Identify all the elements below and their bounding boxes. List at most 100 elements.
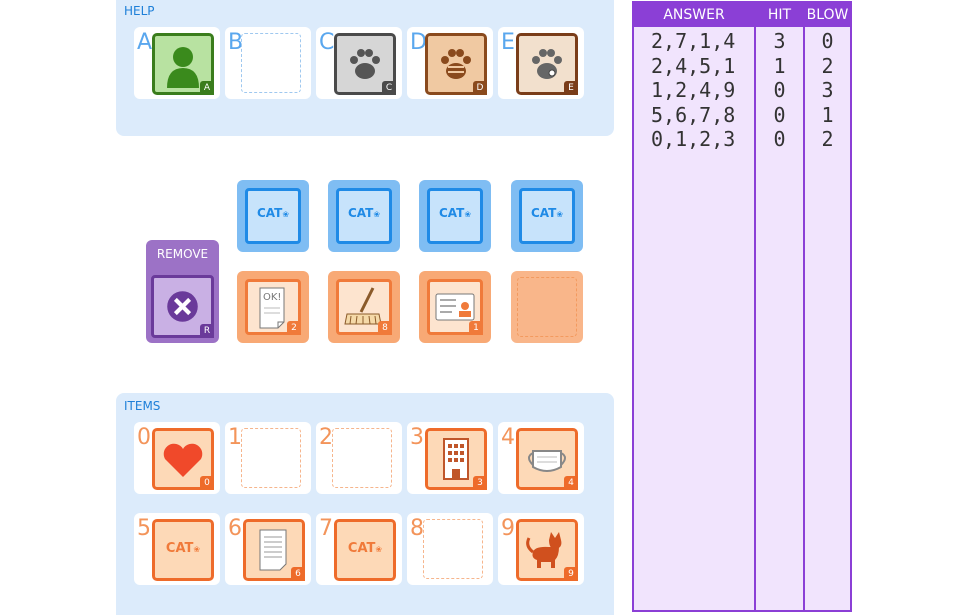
items-title: ITEMS [124,399,161,413]
item-slot-number: 4 [501,425,515,450]
item-card-badge: 3 [473,476,487,490]
hit-cell: 0 [773,102,786,127]
hit-cell: 1 [773,53,786,78]
hit-header: HIT [756,3,803,27]
empty-slot [332,428,392,488]
cat-label: CAT❀ [165,541,201,556]
help-slot-d[interactable]: D D [407,27,493,99]
cat-label: CAT❀ [347,541,383,556]
item-slot-number: 9 [501,516,515,541]
board-card-badge: 8 [378,321,392,335]
hit-cell: 0 [773,127,786,151]
id-card-icon [435,293,475,321]
item-slot-4[interactable]: 4 4 [498,422,584,494]
remove-badge: R [200,324,214,338]
answer-table: ANSWER HIT BLOW 2,7,1,4 2,4,5,1 1,2,4,9 … [632,1,852,612]
board-card-badge: 2 [287,321,301,335]
item-slot-number: 0 [137,425,151,450]
paw-print-icon [441,49,471,79]
help-card-c[interactable]: C [334,33,396,95]
help-slot-e[interactable]: E E [498,27,584,99]
item-slot-0[interactable]: 0 0 [134,422,220,494]
help-card-badge: D [473,81,487,95]
empty-slot [241,428,301,488]
answer-cell: 0,1,2,3 [651,127,736,151]
item-slot-6[interactable]: 6 6 [225,513,311,585]
item-slot-7[interactable]: 7 CAT❀ [316,513,402,585]
blow-cell: 0 [821,29,834,53]
help-card-a[interactable]: A [152,33,214,95]
column-divider [803,3,805,610]
item-card-5[interactable]: CAT❀ [152,519,214,581]
remove-card[interactable]: R [151,275,214,338]
help-card-badge: C [382,81,396,95]
item-card-0[interactable]: 0 [152,428,214,490]
help-slot-letter: D [410,30,427,55]
help-card-d[interactable]: D [425,33,487,95]
answer-column: 2,7,1,4 2,4,5,1 1,2,4,9 5,6,7,8 0,1,2,3 [651,29,751,610]
board-card-badge: 1 [469,321,483,335]
board-card[interactable]: OK! 2 [237,271,309,343]
board-card[interactable]: 8 [328,271,400,343]
item-slot-9[interactable]: 9 9 [498,513,584,585]
paw-print-icon: ❀ [556,210,564,219]
mask-icon [528,450,566,472]
help-slot-c[interactable]: C C [316,27,402,99]
item-card-6[interactable]: 6 [243,519,305,581]
items-panel: ITEMS 0 0 1 2 3 [116,393,614,615]
item-card-badge: 4 [564,476,578,490]
item-card-3[interactable]: 3 [425,428,487,490]
hit-cell: 0 [773,78,786,102]
empty-slot [423,519,483,579]
item-card-7[interactable]: CAT❀ [334,519,396,581]
help-slot-letter: E [501,30,515,55]
cat-label: CAT❀ [347,206,381,220]
cat-label: CAT❀ [256,206,290,220]
paw-print-icon: ❀ [375,545,383,554]
help-slot-letter: A [137,30,153,55]
paw-print-icon: ❀ [464,210,472,219]
item-card-badge: 0 [200,476,214,490]
blow-cell: 3 [821,78,834,102]
cat-tile[interactable]: CAT❀ [511,180,583,252]
item-slot-3[interactable]: 3 3 [407,422,493,494]
item-slot-8[interactable]: 8 [407,513,493,585]
item-card-badge: 9 [564,567,578,581]
blow-header: BLOW [805,3,850,27]
item-card-9[interactable]: 9 [516,519,578,581]
item-slot-1[interactable]: 1 [225,422,311,494]
paw-print-icon: ❀ [373,210,381,219]
hit-cell: 3 [773,29,786,53]
building-icon [443,438,469,480]
blow-cell: 2 [821,53,834,78]
cat-tile[interactable]: CAT❀ [237,180,309,252]
answer-cell: 5,6,7,8 [651,102,736,127]
blow-column: 0 2 3 1 2 [805,29,850,610]
help-card-e[interactable]: E [516,33,578,95]
answer-cell: 2,7,1,4 [651,29,736,53]
cat-tile[interactable]: CAT❀ [328,180,400,252]
document-icon [259,529,287,571]
help-slot-a[interactable]: A A [134,27,220,99]
help-title: HELP [124,4,155,18]
empty-board-slot[interactable] [511,271,583,343]
answer-cell: 1,2,4,9 [651,78,736,102]
help-card-badge: E [564,81,578,95]
paw-print-icon [532,49,562,79]
item-slot-2[interactable]: 2 [316,422,402,494]
heart-icon [163,443,203,477]
help-slot-letter: B [228,30,244,55]
hit-column: 3 1 0 0 0 [756,29,803,610]
item-slot-5[interactable]: 5 CAT❀ [134,513,220,585]
item-slot-number: 6 [228,516,242,541]
paw-print-icon: ❀ [282,210,290,219]
item-card-4[interactable]: 4 [516,428,578,490]
cat-tile[interactable]: CAT❀ [419,180,491,252]
item-card-badge: 6 [291,567,305,581]
remove-slot[interactable]: REMOVE R [146,240,219,343]
board-card[interactable]: 1 [419,271,491,343]
help-slot-b[interactable]: B [225,27,311,99]
help-card-badge: A [200,81,214,95]
remove-label: REMOVE [156,247,209,261]
empty-slot [241,33,301,93]
